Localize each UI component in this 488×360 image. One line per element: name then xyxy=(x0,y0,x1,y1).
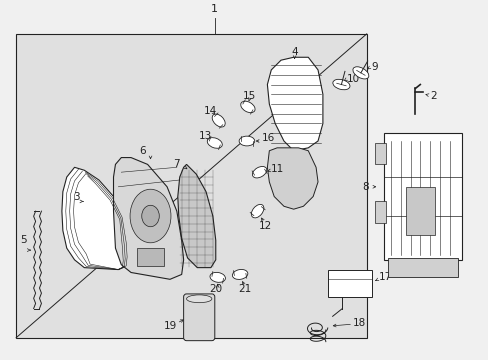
Ellipse shape xyxy=(252,166,266,178)
Text: 14: 14 xyxy=(204,106,217,116)
FancyBboxPatch shape xyxy=(183,294,214,341)
Text: 20: 20 xyxy=(209,284,222,294)
Text: 17: 17 xyxy=(378,273,391,282)
Ellipse shape xyxy=(142,205,159,227)
Ellipse shape xyxy=(232,269,247,279)
Text: 2: 2 xyxy=(429,91,436,101)
Bar xyxy=(384,133,461,260)
Text: 5: 5 xyxy=(20,235,27,246)
Text: 6: 6 xyxy=(139,146,146,156)
Bar xyxy=(137,248,164,266)
Ellipse shape xyxy=(186,295,211,303)
Bar xyxy=(387,258,457,277)
Text: 11: 11 xyxy=(271,164,284,174)
Ellipse shape xyxy=(352,67,368,79)
Polygon shape xyxy=(113,158,183,279)
Bar xyxy=(374,201,386,223)
Text: 4: 4 xyxy=(291,48,297,57)
Text: 12: 12 xyxy=(258,221,271,231)
Bar xyxy=(374,143,386,165)
Text: 16: 16 xyxy=(261,133,274,143)
Ellipse shape xyxy=(332,79,349,90)
Text: 18: 18 xyxy=(352,318,366,328)
Text: 10: 10 xyxy=(346,74,360,84)
Polygon shape xyxy=(62,167,129,270)
Bar xyxy=(16,34,366,338)
Bar xyxy=(327,270,371,297)
Ellipse shape xyxy=(209,273,225,282)
Ellipse shape xyxy=(207,138,222,148)
Text: 21: 21 xyxy=(238,284,251,294)
Polygon shape xyxy=(267,57,322,151)
Text: 8: 8 xyxy=(361,182,368,192)
Ellipse shape xyxy=(251,204,264,218)
Text: 15: 15 xyxy=(243,91,256,101)
Text: 13: 13 xyxy=(198,131,211,141)
Ellipse shape xyxy=(212,114,225,127)
Text: 9: 9 xyxy=(371,62,377,72)
Text: 19: 19 xyxy=(163,321,177,331)
Bar xyxy=(405,187,434,235)
Text: 3: 3 xyxy=(73,192,80,202)
Ellipse shape xyxy=(239,136,254,146)
Ellipse shape xyxy=(130,189,171,243)
Ellipse shape xyxy=(240,101,255,113)
Text: 7: 7 xyxy=(173,159,180,170)
Text: 1: 1 xyxy=(211,4,218,14)
Polygon shape xyxy=(267,148,317,209)
Polygon shape xyxy=(178,165,215,267)
